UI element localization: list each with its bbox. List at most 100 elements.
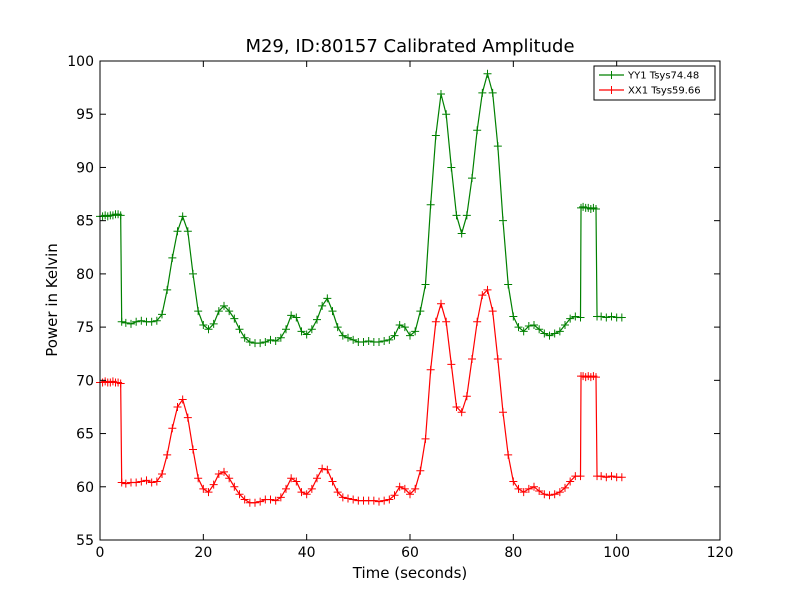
- data-point: [597, 312, 606, 321]
- data-point: [276, 333, 285, 342]
- data-point: [514, 484, 523, 493]
- x-tick-label: 100: [603, 545, 630, 561]
- data-point: [385, 495, 394, 504]
- data-point: [555, 488, 564, 497]
- series-line: [100, 71, 622, 344]
- legend: YY1 Tsys74.48 XX1 Tsys59.66: [593, 65, 716, 101]
- data-point: [276, 493, 285, 502]
- data-point: [442, 317, 451, 326]
- data-point: [168, 253, 177, 262]
- data-point: [488, 88, 497, 97]
- x-tick-label: 0: [96, 545, 105, 561]
- data-point: [493, 355, 502, 364]
- data-point: [452, 211, 461, 220]
- data-point: [380, 496, 389, 505]
- data-point: [473, 126, 482, 135]
- data-point: [287, 474, 296, 483]
- data-point: [173, 227, 182, 236]
- data-point: [607, 312, 616, 321]
- data-point: [163, 450, 172, 459]
- data-point: [431, 131, 440, 140]
- data-point: [307, 325, 316, 334]
- data-point: [209, 319, 218, 328]
- data-point: [468, 355, 476, 364]
- data-point: [163, 285, 172, 294]
- data-point: [338, 331, 347, 340]
- data-point: [364, 336, 373, 345]
- data-point: [152, 477, 161, 486]
- data-point: [524, 484, 533, 493]
- data-point: [602, 313, 611, 322]
- data-point: [524, 322, 533, 331]
- data-point: [189, 269, 197, 278]
- data-point: [328, 477, 337, 486]
- data-point: [204, 325, 213, 334]
- data-point: [240, 495, 249, 504]
- data-point: [194, 307, 203, 316]
- data-point: [504, 280, 513, 289]
- data-point: [504, 450, 513, 459]
- data-point: [292, 477, 301, 486]
- data-point: [209, 480, 218, 489]
- data-point: [127, 319, 135, 328]
- data-point: [457, 408, 466, 417]
- data-point: [375, 497, 383, 506]
- data-point: [540, 490, 549, 499]
- data-point: [116, 211, 125, 220]
- data-point: [457, 229, 466, 238]
- data-point: [602, 473, 611, 482]
- data-point: [452, 402, 461, 411]
- data-point: [597, 472, 606, 481]
- legend-entry: XX1 Tsys59.66: [599, 86, 701, 97]
- data-point: [483, 285, 492, 294]
- data-point: [282, 484, 290, 493]
- data-point: [535, 325, 544, 334]
- data-point: [240, 333, 249, 342]
- data-point: [178, 395, 187, 404]
- data-point: [462, 211, 471, 220]
- data-point: [385, 335, 394, 344]
- y-tick-label: 95: [76, 107, 94, 123]
- plot-series: [96, 69, 626, 507]
- y-tick-label: 75: [76, 320, 94, 336]
- data-point: [189, 445, 197, 454]
- data-point: [251, 498, 259, 507]
- data-point: [256, 339, 265, 348]
- data-point: [245, 338, 254, 347]
- series-1: [96, 285, 626, 507]
- data-point: [158, 310, 166, 319]
- data-point: [116, 379, 125, 388]
- data-point: [323, 294, 332, 303]
- data-point: [220, 467, 228, 476]
- data-point: [411, 484, 420, 493]
- data-point: [380, 336, 389, 345]
- x-tick-label: 60: [401, 545, 419, 561]
- y-tick-label: 100: [67, 54, 94, 70]
- data-point: [313, 474, 321, 483]
- data-point: [421, 280, 430, 289]
- y-tick-label: 90: [76, 160, 94, 176]
- legend-label: XX1 Tsys59.66: [628, 86, 701, 97]
- legend-entry: YY1 Tsys74.48: [599, 71, 699, 82]
- chart-title: M29, ID:80157 Calibrated Amplitude: [245, 36, 574, 57]
- data-point: [478, 88, 487, 97]
- data-point: [426, 200, 435, 209]
- data-point: [173, 402, 182, 411]
- data-point: [576, 472, 585, 481]
- data-point: [617, 473, 626, 482]
- data-point: [555, 327, 564, 336]
- plot-frame: [99, 60, 721, 541]
- data-point: [421, 434, 430, 443]
- legend-swatch-marker: [607, 71, 616, 79]
- data-point: [530, 320, 538, 329]
- data-point: [431, 317, 440, 326]
- data-point: [519, 488, 528, 497]
- data-point: [204, 488, 213, 497]
- legend-label: YY1 Tsys74.48: [627, 71, 699, 82]
- data-point: [406, 331, 414, 340]
- data-point: [442, 110, 451, 119]
- data-point: [437, 89, 445, 98]
- data-point: [220, 301, 228, 310]
- series-line: [100, 288, 622, 504]
